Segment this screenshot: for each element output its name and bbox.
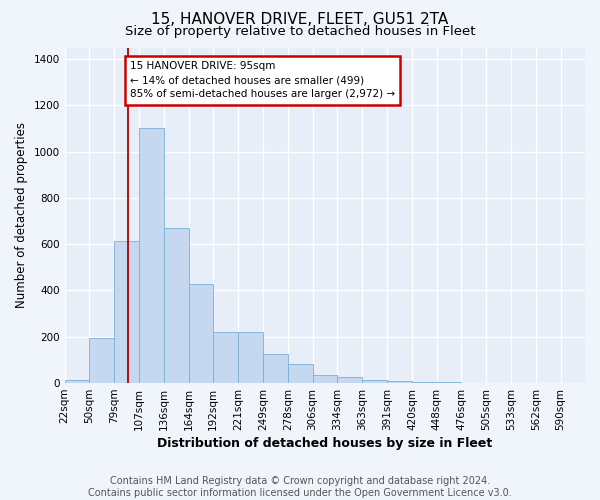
Bar — [188, 284, 213, 383]
Y-axis label: Number of detached properties: Number of detached properties — [15, 122, 28, 308]
Bar — [362, 380, 387, 383]
Bar — [238, 332, 263, 383]
Bar — [89, 338, 115, 383]
Bar — [263, 354, 288, 383]
Bar — [288, 364, 313, 383]
Text: Size of property relative to detached houses in Fleet: Size of property relative to detached ho… — [125, 25, 475, 38]
Bar — [387, 381, 412, 383]
Bar — [115, 240, 139, 383]
Bar — [412, 382, 437, 383]
X-axis label: Distribution of detached houses by size in Fleet: Distribution of detached houses by size … — [157, 437, 493, 450]
Bar — [139, 128, 164, 383]
Text: Contains HM Land Registry data © Crown copyright and database right 2024.
Contai: Contains HM Land Registry data © Crown c… — [88, 476, 512, 498]
Bar — [437, 382, 461, 383]
Text: 15, HANOVER DRIVE, FLEET, GU51 2TA: 15, HANOVER DRIVE, FLEET, GU51 2TA — [151, 12, 449, 28]
Bar — [65, 380, 89, 383]
Bar — [313, 374, 337, 383]
Bar — [164, 228, 188, 383]
Text: 15 HANOVER DRIVE: 95sqm
← 14% of detached houses are smaller (499)
85% of semi-d: 15 HANOVER DRIVE: 95sqm ← 14% of detache… — [130, 62, 395, 100]
Bar — [337, 377, 362, 383]
Bar — [213, 332, 238, 383]
